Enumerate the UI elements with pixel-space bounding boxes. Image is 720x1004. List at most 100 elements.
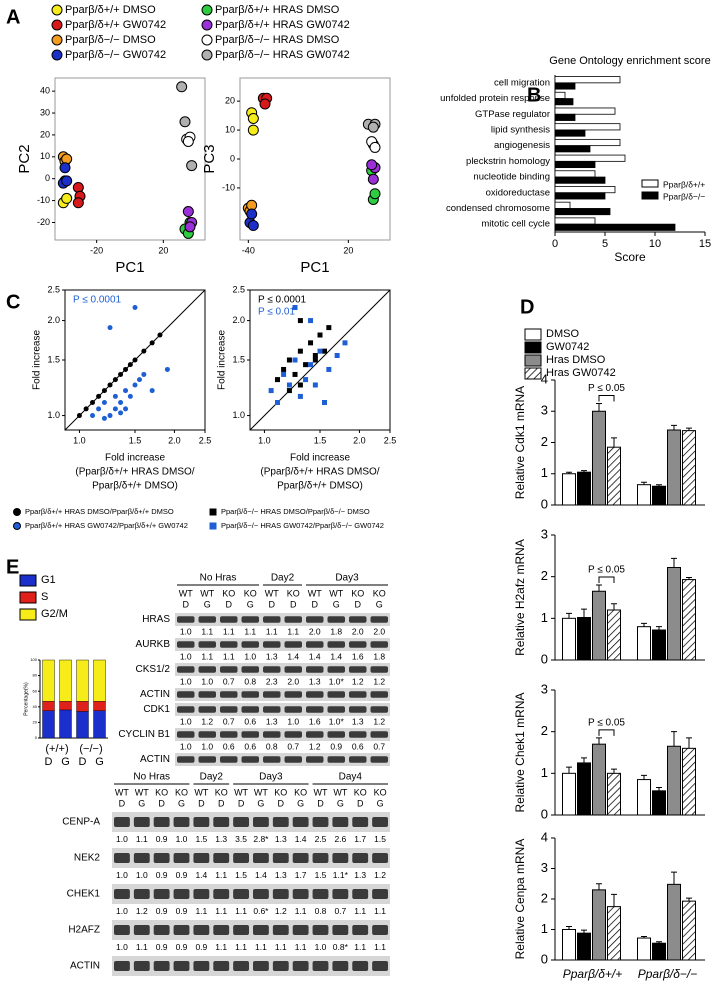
blot-band — [327, 756, 345, 763]
band-quantity: 0.6 — [223, 741, 235, 751]
blot-band — [352, 889, 369, 899]
blot-band — [370, 756, 388, 763]
band-quantity: 1.1 — [215, 906, 227, 916]
band-quantity: 1.0 — [315, 942, 327, 952]
blot-band — [241, 731, 259, 738]
band-quantity: 0.8* — [333, 942, 349, 952]
legend-marker — [201, 49, 213, 61]
x-axis-label: (Pparβ/δ+/+ HRAS DMSO/ — [260, 467, 379, 478]
blot-band — [349, 731, 367, 738]
band-quantity: 1.0 — [180, 676, 192, 686]
band-quantity: 1.1 — [255, 942, 267, 952]
legend-label: Pparβ/δ−/− HRAS DMSO/Pparβ/δ−/− DMSO — [221, 507, 370, 516]
bar — [667, 567, 681, 661]
blot-row-label: ACTIN — [140, 754, 170, 765]
lane-treatment: G — [138, 798, 145, 808]
blot-band — [220, 706, 238, 713]
point — [141, 348, 147, 354]
blot-band — [193, 889, 210, 899]
band-quantity: 0.7 — [223, 716, 235, 726]
legend-label: Pparβ/δ−/− HRAS GW0742/Pparβ/δ−/− GW0742 — [221, 521, 384, 530]
y-axis-label: PC2 — [16, 144, 33, 173]
blot-band — [253, 889, 269, 899]
y-tick-label: 2.0 — [47, 315, 60, 325]
blot-band — [284, 756, 302, 763]
bar-segment — [76, 659, 89, 702]
legend-marker — [201, 4, 213, 16]
y-tick-label: 2.5 — [47, 284, 60, 294]
band-quantity: 0.9 — [156, 942, 168, 952]
blot-band — [272, 853, 289, 863]
x-tick-label: 1.0 — [73, 435, 86, 445]
blot-band — [153, 889, 170, 899]
group-label: (+/+) — [45, 743, 68, 755]
significance-bracket — [598, 394, 615, 402]
lane-treatment: G — [204, 599, 211, 609]
x-tick-label: 10 — [649, 238, 661, 250]
x-tick-label: 0 — [552, 238, 558, 250]
legend-marker — [19, 591, 37, 604]
blot-band — [173, 853, 190, 863]
legend-marker — [19, 608, 37, 621]
point — [127, 362, 133, 368]
legend-marker — [524, 354, 542, 367]
point — [367, 173, 379, 185]
blot-band — [284, 691, 302, 698]
legend-label: Hras GW0742 — [546, 367, 616, 379]
blot-band — [352, 925, 369, 935]
blot-band — [220, 616, 238, 623]
point — [321, 400, 327, 406]
blot-band — [306, 666, 324, 673]
bar-segment — [93, 710, 106, 739]
x-tick-label: 1.0 — [258, 435, 271, 445]
band-quantity: 1.3 — [275, 834, 287, 844]
blot-group-label: Day3 — [335, 573, 359, 584]
band-quantity: 0.8 — [315, 906, 327, 916]
lane-treatment: D — [357, 798, 364, 808]
blot-band — [352, 817, 369, 827]
bar — [577, 471, 591, 506]
blot-band — [370, 666, 388, 673]
legend-marker — [51, 4, 63, 16]
band-quantity: 1.0 — [116, 834, 128, 844]
blot-band — [349, 666, 367, 673]
point — [112, 393, 118, 399]
error-bar — [671, 424, 677, 430]
x-axis-label: Pparβ/δ+/+ DMSO) — [277, 481, 363, 492]
blot-band — [177, 731, 195, 738]
lane-genotype: KO — [274, 787, 287, 797]
blot-band — [263, 731, 281, 738]
error-bar — [656, 484, 662, 487]
blot-row-label: HRAS — [142, 614, 170, 625]
bar — [554, 217, 596, 225]
lane-genotype: WT — [329, 588, 343, 598]
point — [118, 371, 124, 377]
legend-marker — [524, 367, 542, 380]
x-axis-label: (Pparβ/δ+/+ HRAS DMSO/ — [75, 467, 194, 478]
blot-band — [173, 889, 190, 899]
band-quantity: 1.3 — [266, 651, 278, 661]
band-quantity: 0.7 — [223, 676, 235, 686]
y-axis-label: Relative Cdk1 mRNA — [513, 386, 527, 499]
y-tick-label: 40 — [33, 704, 38, 709]
legend-marker — [19, 574, 37, 587]
band-quantity: 0.9 — [156, 906, 168, 916]
bar — [554, 192, 606, 200]
x-tick-label: 2.0 — [168, 435, 181, 445]
category-label: angiogenesis — [494, 140, 550, 151]
blot-band — [193, 961, 210, 971]
lane-treatment: G — [257, 798, 264, 808]
y-tick-label: 0 — [541, 651, 548, 666]
bar — [554, 208, 611, 216]
point — [127, 393, 133, 399]
band-quantity: 0.9 — [330, 741, 342, 751]
blot-band — [233, 853, 249, 863]
legend-label: G2/M — [41, 608, 68, 620]
blot-band — [352, 853, 369, 863]
blot-band — [306, 731, 324, 738]
x-tick-label: 20 — [343, 245, 353, 255]
bar — [554, 223, 676, 231]
blot-group-label: Day2 — [200, 772, 224, 783]
y-tick-label: 3 — [541, 860, 548, 875]
error-bar — [581, 608, 587, 618]
